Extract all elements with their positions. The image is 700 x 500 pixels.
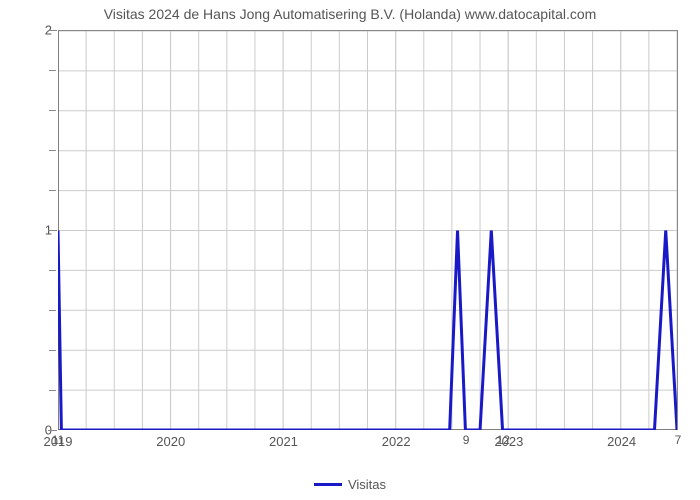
data-point-label: 12 — [497, 433, 510, 447]
xtick-label: 2024 — [607, 434, 636, 449]
xtick-label: 2021 — [269, 434, 298, 449]
plot-svg — [58, 31, 677, 430]
legend-item-visitas: Visitas — [314, 477, 386, 492]
legend: Visitas — [0, 473, 700, 492]
xtick-label: 2022 — [382, 434, 411, 449]
plot-area — [58, 30, 678, 430]
ytick-minor-mark — [49, 310, 56, 311]
legend-swatch — [314, 483, 342, 486]
ytick-minor-mark — [49, 110, 56, 111]
legend-label: Visitas — [348, 477, 386, 492]
chart-container: Visitas 2024 de Hans Jong Automatisering… — [0, 0, 700, 500]
ytick-mark — [48, 230, 57, 231]
ytick-minor-mark — [49, 150, 56, 151]
chart-title: Visitas 2024 de Hans Jong Automatisering… — [0, 6, 700, 22]
ytick-minor-mark — [49, 390, 56, 391]
data-point-label: 11 — [52, 433, 64, 447]
ytick-minor-mark — [49, 190, 56, 191]
ytick-minor-mark — [49, 70, 56, 71]
ytick-mark — [48, 430, 57, 431]
data-point-label: 9 — [463, 433, 470, 447]
ytick-mark — [48, 30, 57, 31]
xtick-label: 2020 — [156, 434, 185, 449]
ytick-minor-mark — [49, 350, 56, 351]
data-point-label: 7 — [675, 433, 682, 447]
ytick-minor-mark — [49, 270, 56, 271]
